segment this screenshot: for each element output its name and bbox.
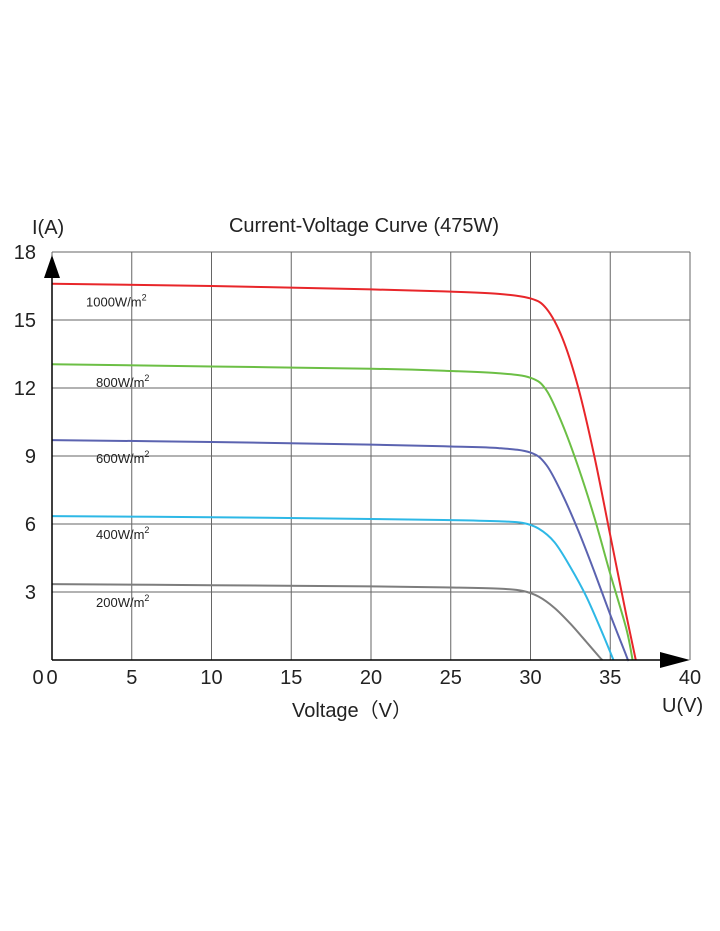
y-tick-label: 3 (25, 582, 36, 604)
origin-tick-label: 0 (32, 667, 43, 689)
series-group: 1000W/m2 800W/m2 600W/m2 400W/m2 200W/m2 (51, 282, 637, 662)
y-tick-label: 12 (14, 378, 36, 400)
series-label-4: 200W/m2 (96, 593, 149, 610)
x-axis-title: Voltage（V） (292, 699, 412, 722)
y-tick-label: 9 (25, 446, 36, 468)
y-axis-arrow-icon (44, 255, 60, 278)
series-label-0: 1000W/m2 (86, 293, 147, 310)
series-line-1 (51, 363, 634, 661)
series-line-0 (51, 282, 637, 661)
series-line-3 (51, 515, 615, 661)
x-tick-label: 30 (519, 667, 541, 689)
series-label-1: 800W/m2 (96, 373, 149, 390)
y-axis-title: I(A) (32, 217, 64, 239)
x-tick-label: 5 (126, 667, 137, 689)
y-tick-label: 18 (14, 242, 36, 264)
x-axis-arrow-icon (660, 652, 690, 668)
x-tick-label: 40 (679, 667, 701, 689)
x-tick-label: 10 (200, 667, 222, 689)
series-line-4 (51, 583, 604, 661)
x-tick-label: 25 (440, 667, 462, 689)
y-tick-label: 6 (25, 514, 36, 536)
x-tick-label: 35 (599, 667, 621, 689)
labels: Current-Voltage Curve (475W) I(A) Voltag… (32, 215, 703, 722)
x-tick-label: 0 (46, 667, 57, 689)
series-line-2 (51, 439, 629, 662)
series-label-2: 600W/m2 (96, 449, 149, 466)
y-tick-label: 15 (14, 310, 36, 332)
series-label-3: 400W/m2 (96, 525, 149, 542)
x-tick-label: 20 (360, 667, 382, 689)
x-axis-unit-label: U(V) (662, 695, 703, 717)
x-tick-label: 15 (280, 667, 302, 689)
grid (51, 251, 691, 660)
chart-title: Current-Voltage Curve (475W) (229, 215, 499, 237)
